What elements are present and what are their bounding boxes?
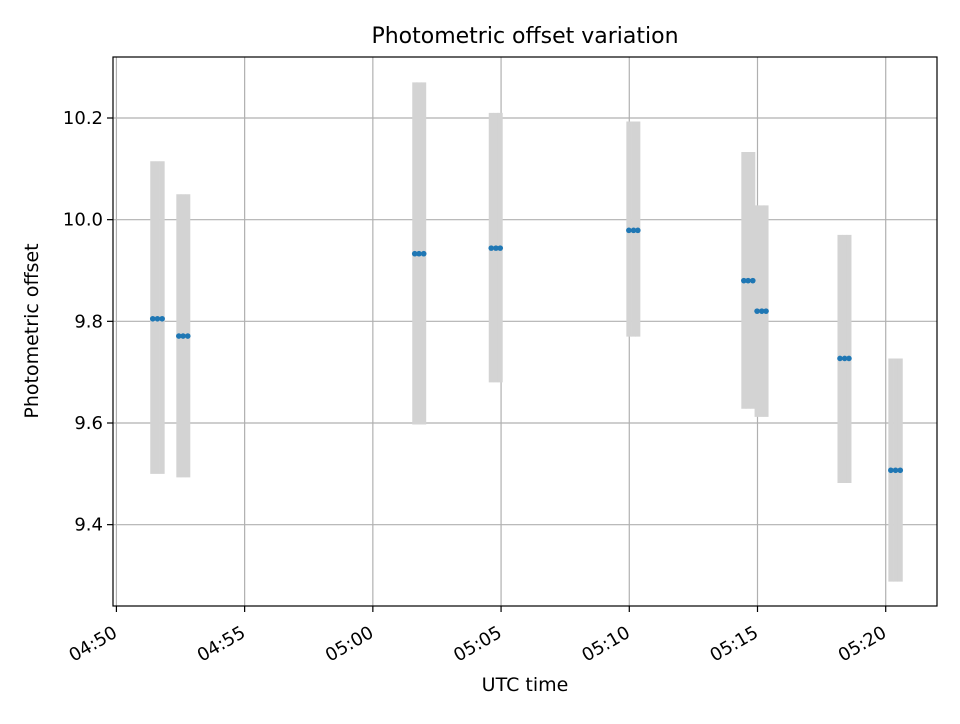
data-point <box>411 250 418 257</box>
data-point <box>154 315 161 322</box>
data-point <box>754 308 760 314</box>
data-point <box>497 245 504 251</box>
plot-frame <box>112 56 938 607</box>
y-tick-label: 9.4 <box>74 515 103 536</box>
y-tick-label: 10.2 <box>63 108 103 129</box>
data-point <box>749 277 756 284</box>
chart-title: Photometric offset variation <box>371 24 678 49</box>
data-point <box>846 355 852 362</box>
data-point <box>416 250 422 257</box>
data-point <box>630 227 637 234</box>
data-point <box>888 467 894 474</box>
data-point <box>420 250 427 257</box>
data-points <box>149 227 904 474</box>
data-point <box>184 333 191 339</box>
data-point <box>493 245 499 251</box>
data-point <box>841 355 848 362</box>
data-point <box>763 308 769 314</box>
data-point <box>180 333 186 339</box>
data-point <box>892 467 899 474</box>
data-point <box>837 355 843 362</box>
data-point <box>488 245 495 251</box>
data-point <box>745 277 751 284</box>
y-tick-label: 10.0 <box>63 210 103 231</box>
data-point <box>741 277 747 284</box>
data-point <box>176 333 182 339</box>
data-point <box>635 227 641 234</box>
data-point <box>149 315 156 322</box>
data-point <box>626 227 632 234</box>
y-tick-label: 9.6 <box>74 413 103 434</box>
data-point <box>897 467 904 474</box>
y-axis-ticks: 9.4 9.6 9.8 10.0 10.2 <box>63 108 113 536</box>
y-tick-label: 9.8 <box>74 311 103 332</box>
data-point <box>758 308 765 314</box>
y-axis-label: Photometric offset <box>21 243 43 418</box>
x-axis-label: UTC time <box>482 674 569 696</box>
data-point <box>159 315 165 322</box>
